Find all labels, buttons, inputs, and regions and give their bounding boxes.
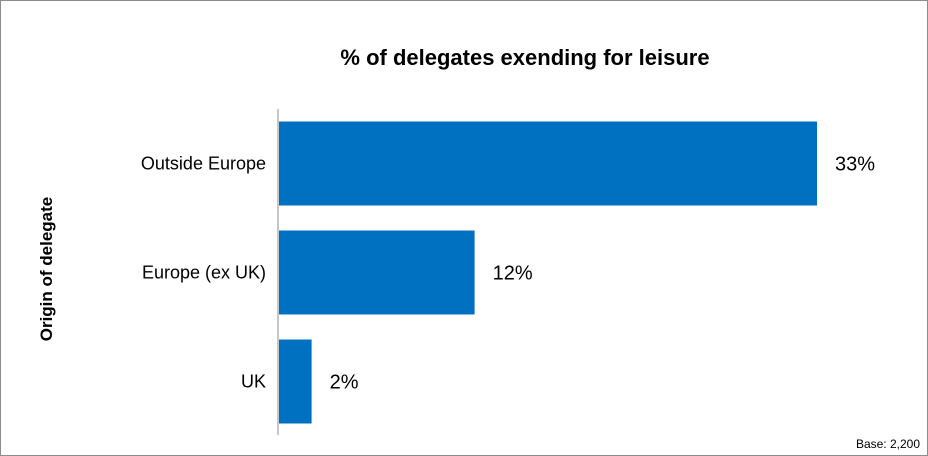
bar-2	[279, 339, 312, 424]
y-axis-label: Origin of delegate	[37, 197, 56, 342]
bar-0	[279, 121, 817, 206]
value-label-2: 2%	[330, 372, 359, 394]
bar-1	[279, 230, 475, 315]
bars-layer: Outside Europe 33% Europe (ex UK) 12% UK 2%	[141, 121, 875, 424]
value-label-1: 12%	[493, 263, 533, 285]
category-label-1: Europe (ex UK)	[142, 263, 266, 283]
chart-title: % of delegates exending for leisure	[340, 45, 709, 70]
category-label-0: Outside Europe	[141, 154, 266, 174]
value-label-0: 33%	[835, 154, 875, 176]
base-note: Base: 2,200	[856, 437, 920, 451]
category-label-2: UK	[241, 372, 266, 392]
